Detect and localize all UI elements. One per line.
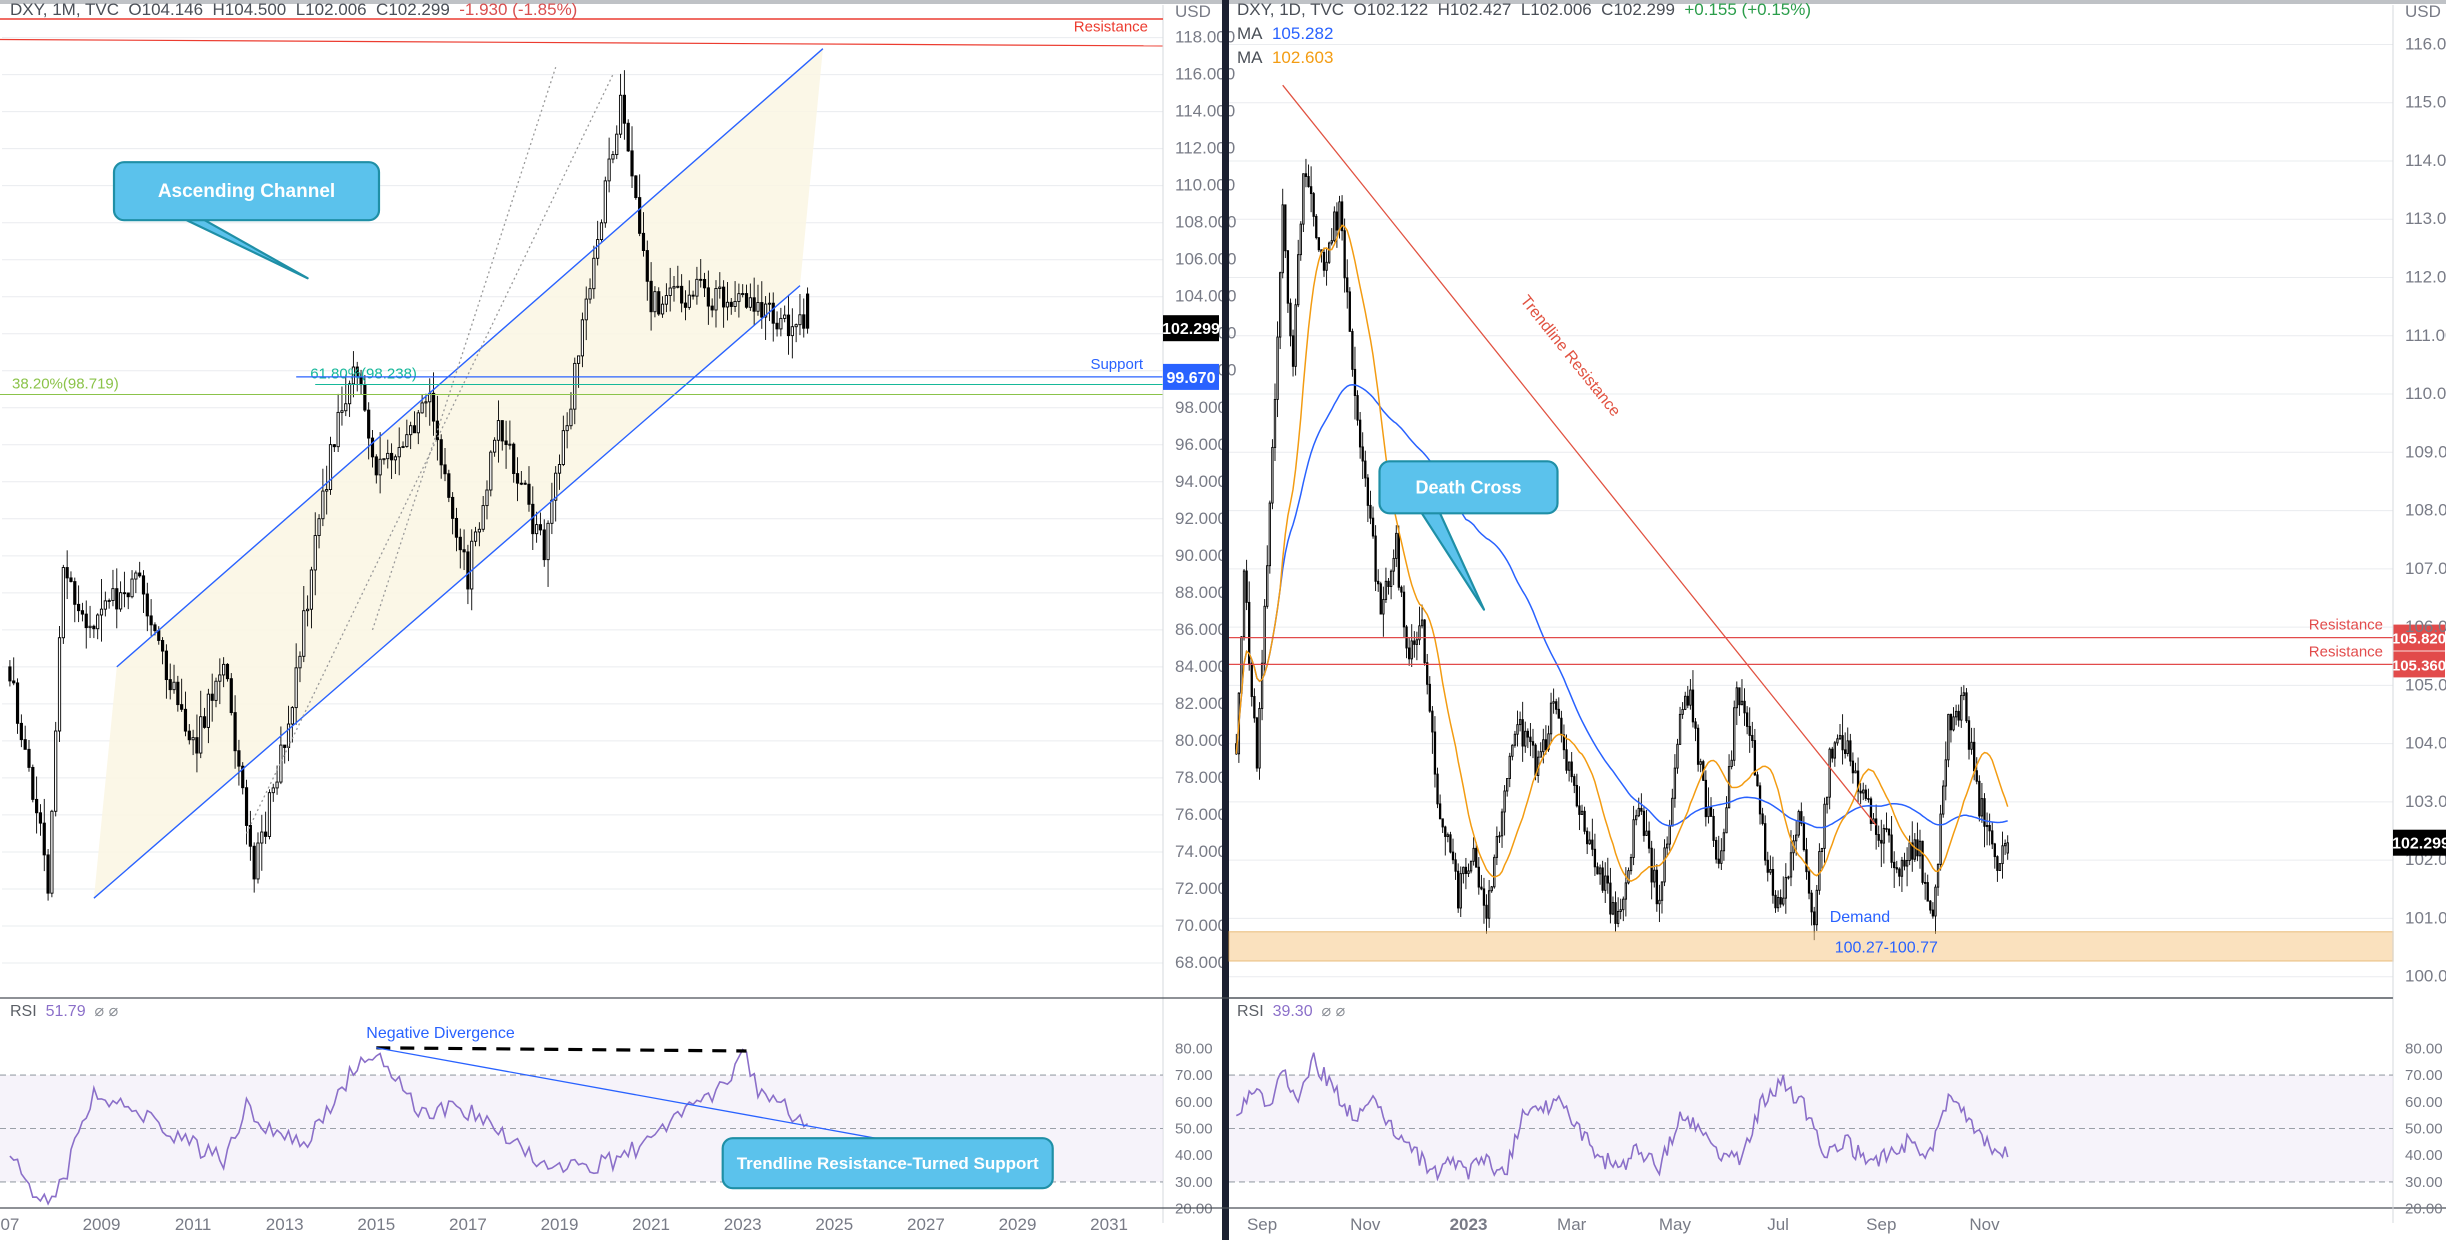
svg-text:40.00: 40.00: [2405, 1147, 2443, 1164]
svg-text:MA 105.282: MA 105.282: [1237, 24, 1333, 43]
svg-text:114.000: 114.000: [2405, 151, 2446, 170]
svg-text:78.000: 78.000: [1175, 768, 1227, 787]
svg-text:102.299: 102.299: [2392, 836, 2446, 853]
svg-text:2019: 2019: [541, 1215, 579, 1234]
svg-text:Demand: Demand: [1830, 909, 1890, 926]
svg-text:50.00: 50.00: [1175, 1121, 1213, 1138]
svg-text:90.000: 90.000: [1175, 546, 1227, 565]
svg-text:Sep: Sep: [1866, 1215, 1896, 1234]
svg-text:107.000: 107.000: [2405, 559, 2446, 578]
svg-text:108.000: 108.000: [2405, 501, 2446, 520]
svg-text:2021: 2021: [632, 1215, 670, 1234]
svg-text:104.000: 104.000: [2405, 734, 2446, 753]
svg-text:100.000: 100.000: [2405, 967, 2446, 986]
svg-text:60.00: 60.00: [2405, 1094, 2443, 1111]
svg-text:2023: 2023: [1450, 1215, 1488, 1234]
svg-text:2027: 2027: [907, 1215, 945, 1234]
svg-text:May: May: [1659, 1215, 1692, 1234]
svg-text:70.00: 70.00: [1175, 1067, 1213, 1084]
svg-text:2015: 2015: [357, 1215, 395, 1234]
svg-text:74.000: 74.000: [1175, 842, 1227, 861]
svg-text:111.000: 111.000: [2405, 326, 2446, 345]
svg-text:20.00: 20.00: [2405, 1201, 2443, 1218]
svg-text:2029: 2029: [999, 1215, 1037, 1234]
svg-text:116.000: 116.000: [2405, 34, 2446, 53]
svg-text:61.80%(98.238): 61.80%(98.238): [310, 366, 417, 383]
svg-text:RSI 51.79 ⌀ ⌀: RSI 51.79 ⌀ ⌀: [10, 1003, 119, 1020]
svg-text:USD: USD: [1175, 2, 1211, 21]
svg-text:DXY, 1M, TVC O104.146 H104.5: DXY, 1M, TVC O104.146 H104.500 L102.006 …: [10, 0, 577, 19]
svg-text:Resistance: Resistance: [2309, 617, 2383, 634]
svg-text:70.000: 70.000: [1175, 916, 1227, 935]
svg-text:112.000: 112.000: [2405, 268, 2446, 287]
svg-text:109.000: 109.000: [2405, 442, 2446, 461]
svg-text:DXY, 1D, TVC O102.122 H102.4: DXY, 1D, TVC O102.122 H102.427 L102.006 …: [1237, 0, 1811, 19]
svg-text:96.000: 96.000: [1175, 435, 1227, 454]
svg-text:Ascending Channel: Ascending Channel: [158, 181, 335, 202]
svg-text:USD: USD: [2405, 2, 2441, 21]
svg-text:40.00: 40.00: [1175, 1147, 1213, 1164]
svg-text:92.000: 92.000: [1175, 509, 1227, 528]
svg-text:100.27-100.77: 100.27-100.77: [1835, 939, 1938, 956]
svg-text:30.00: 30.00: [1175, 1174, 1213, 1191]
svg-text:2013: 2013: [266, 1215, 304, 1234]
svg-text:101.000: 101.000: [2405, 908, 2446, 927]
svg-text:102.299: 102.299: [1162, 321, 1220, 338]
svg-text:2025: 2025: [815, 1215, 853, 1234]
svg-text:68.000: 68.000: [1175, 953, 1227, 972]
svg-text:86.000: 86.000: [1175, 620, 1227, 639]
svg-text:2017: 2017: [449, 1215, 487, 1234]
svg-text:30.00: 30.00: [2405, 1174, 2443, 1191]
svg-text:98.000: 98.000: [1175, 398, 1227, 417]
svg-text:MA 102.603: MA 102.603: [1237, 48, 1333, 67]
svg-text:82.000: 82.000: [1175, 694, 1227, 713]
svg-text:106.000: 106.000: [2405, 617, 2446, 636]
svg-text:Sep: Sep: [1247, 1215, 1277, 1234]
svg-text:Trendline Resistance-Turned Su: Trendline Resistance-Turned Support: [737, 1154, 1039, 1173]
svg-text:113.000: 113.000: [2405, 209, 2446, 228]
svg-text:2009: 2009: [83, 1215, 121, 1234]
svg-text:103.000: 103.000: [2405, 792, 2446, 811]
svg-text:2011: 2011: [175, 1215, 212, 1234]
svg-text:2031: 2031: [1090, 1215, 1128, 1234]
svg-text:105.000: 105.000: [2405, 675, 2446, 694]
svg-text:20.00: 20.00: [1175, 1201, 1213, 1218]
svg-text:Resistance: Resistance: [2309, 643, 2383, 660]
svg-text:50.00: 50.00: [2405, 1121, 2443, 1138]
svg-text:07: 07: [0, 1215, 19, 1234]
svg-text:Death Cross: Death Cross: [1415, 477, 1521, 497]
svg-text:80.00: 80.00: [1175, 1040, 1213, 1057]
svg-text:Negative Divergence: Negative Divergence: [366, 1025, 515, 1042]
svg-text:88.000: 88.000: [1175, 583, 1227, 602]
svg-text:105.360: 105.360: [2392, 657, 2446, 674]
svg-text:94.000: 94.000: [1175, 472, 1227, 491]
svg-text:84.000: 84.000: [1175, 657, 1227, 676]
svg-text:Jul: Jul: [1767, 1215, 1789, 1234]
svg-text:70.00: 70.00: [2405, 1067, 2443, 1084]
svg-text:76.000: 76.000: [1175, 805, 1227, 824]
svg-text:Nov: Nov: [1969, 1215, 2000, 1234]
svg-text:Support: Support: [1090, 356, 1143, 373]
svg-text:60.00: 60.00: [1175, 1094, 1213, 1111]
svg-text:Mar: Mar: [1557, 1215, 1587, 1234]
svg-text:Resistance: Resistance: [1074, 19, 1148, 36]
svg-text:80.00: 80.00: [2405, 1040, 2443, 1057]
svg-text:RSI 39.30 ⌀ ⌀: RSI 39.30 ⌀ ⌀: [1237, 1003, 1346, 1020]
svg-text:80.000: 80.000: [1175, 731, 1227, 750]
svg-text:Nov: Nov: [1350, 1215, 1381, 1234]
svg-text:38.20%(98.719): 38.20%(98.719): [12, 376, 119, 393]
svg-text:110.000: 110.000: [2405, 384, 2446, 403]
svg-text:99.670: 99.670: [1167, 370, 1216, 387]
svg-text:115.000: 115.000: [2405, 93, 2446, 112]
svg-text:72.000: 72.000: [1175, 879, 1227, 898]
svg-text:2023: 2023: [724, 1215, 762, 1234]
